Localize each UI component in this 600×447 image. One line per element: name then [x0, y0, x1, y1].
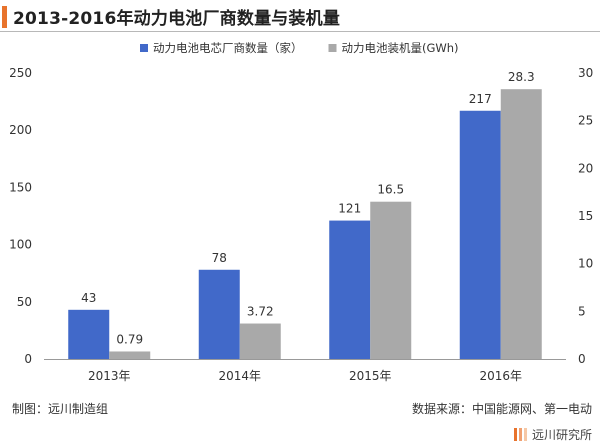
title-accent-bar	[2, 6, 7, 28]
bar-capacity	[239, 323, 281, 359]
legend-swatch-1	[140, 44, 148, 52]
data-label: 217	[469, 92, 492, 106]
brand-name: 远川研究所	[531, 427, 592, 442]
y-left-tick-label: 250	[9, 66, 32, 80]
y-left-tick-label: 0	[24, 352, 32, 366]
data-label: 16.5	[377, 183, 404, 197]
data-source: 数据来源：中国能源网、第一电动	[411, 402, 592, 416]
x-tick-label: 2014年	[218, 369, 261, 383]
y-right-tick-label: 0	[578, 352, 586, 366]
data-label: 43	[81, 291, 96, 305]
title-area: 2013-2016年动力电池厂商数量与装机量	[0, 0, 600, 34]
data-label: 78	[212, 251, 227, 265]
data-label: 121	[338, 202, 361, 216]
x-tick-label: 2016年	[479, 369, 522, 383]
bar-manufacturers	[459, 110, 501, 359]
y-right-tick-label: 30	[578, 66, 593, 80]
y-left-tick-label: 50	[17, 295, 32, 309]
bar-manufacturers	[198, 269, 240, 359]
y-left-tick-label: 100	[9, 238, 32, 252]
legend-swatch-2	[328, 44, 337, 52]
data-label: 0.79	[116, 332, 143, 346]
y-right-tick-label: 25	[578, 114, 593, 128]
bar-manufacturers	[68, 309, 110, 359]
bar-chart: 动力电池电芯厂商数量（家） 动力电池装机量(GWh)050100150200250…	[9, 41, 593, 383]
y-right-tick-label: 20	[578, 161, 593, 175]
bar-capacity	[109, 351, 151, 359]
brand-mark-icon	[513, 427, 527, 441]
bar-capacity	[370, 201, 412, 359]
x-tick-label: 2015年	[349, 369, 392, 383]
x-tick-label: 2013年	[88, 369, 131, 383]
y-left-tick-label: 200	[9, 123, 32, 137]
brand-logo: 远川研究所	[513, 425, 592, 443]
y-right-tick-label: 10	[578, 257, 593, 271]
y-right-tick-label: 15	[578, 209, 593, 223]
y-right-tick-label: 5	[578, 304, 586, 318]
chart-title: 2013-2016年动力电池厂商数量与装机量	[13, 9, 341, 29]
chart-author: 制图：远川制造组	[12, 402, 109, 416]
data-label: 3.72	[247, 305, 274, 319]
title-divider	[0, 31, 600, 32]
y-left-tick-label: 150	[9, 180, 32, 194]
legend-label-2: 动力电池装机量(GWh)	[342, 41, 459, 55]
data-label: 28.3	[508, 70, 535, 84]
legend-label-1: 动力电池电芯厂商数量（家）	[153, 41, 303, 55]
bar-manufacturers	[329, 220, 371, 359]
bar-capacity	[500, 89, 542, 359]
